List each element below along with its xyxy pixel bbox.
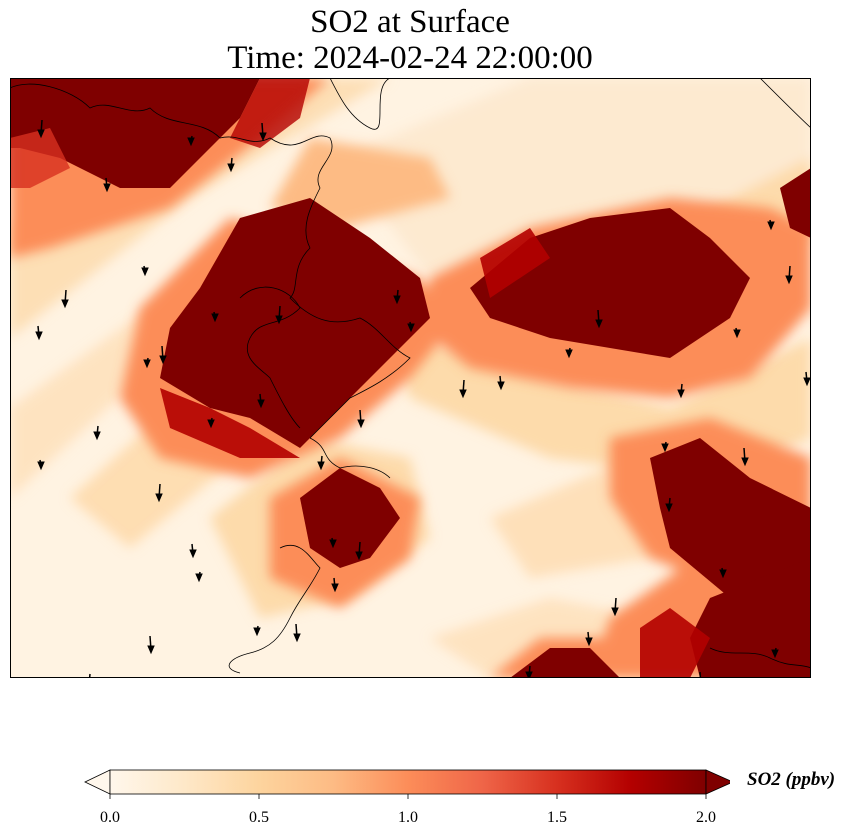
wind-arrow-head xyxy=(565,349,573,359)
colorbar-tick-label: 2.0 xyxy=(696,809,716,826)
wind-arrow-head xyxy=(37,129,45,139)
wind-arrow-head xyxy=(141,267,149,277)
wind-arrow-head xyxy=(677,389,685,399)
wind-arrow-head xyxy=(35,331,43,341)
colorbar-extend-low xyxy=(84,769,111,795)
colorbar-tick-label: 1.0 xyxy=(398,809,418,826)
wind-arrow-head xyxy=(195,573,203,583)
wind-arrow-head xyxy=(187,137,195,147)
wind-arrow-head xyxy=(719,569,727,579)
wind-arrow-head xyxy=(785,275,793,285)
wind-arrow-head xyxy=(259,132,267,142)
wind-arrow-head xyxy=(331,583,339,593)
wind-arrow-head xyxy=(207,419,215,429)
wind-arrow-head xyxy=(329,539,337,549)
colorbar-label: SO2 (ppbv) xyxy=(747,769,836,790)
wind-arrow-head xyxy=(771,649,779,659)
lower-center-plume xyxy=(300,468,400,568)
wind-arrow-head xyxy=(459,389,467,399)
wind-arrow-head xyxy=(147,645,155,655)
wind-arrow-head xyxy=(189,549,197,559)
wind-arrow-head xyxy=(227,163,235,173)
map-frame xyxy=(10,78,811,678)
wind-arrow-head xyxy=(103,183,111,193)
wind-arrow-head xyxy=(767,221,775,231)
wind-arrow-head xyxy=(393,295,401,305)
wind-arrow-head xyxy=(275,315,283,325)
wind-arrow-head xyxy=(733,329,741,339)
wind-arrow-shaft xyxy=(88,673,91,678)
wind-arrow-head xyxy=(595,319,603,329)
wind-arrow-head xyxy=(525,671,533,678)
wind-arrow-head xyxy=(93,431,101,441)
upper-left-plume xyxy=(10,78,260,188)
coastline xyxy=(10,78,811,674)
high-plumes xyxy=(10,78,811,678)
wind-arrow-head xyxy=(61,299,69,309)
wind-arrow-head xyxy=(211,313,219,323)
colorbar-tick-label: 0.5 xyxy=(249,809,269,826)
wind-arrow-head xyxy=(585,637,593,647)
wind-arrow-head xyxy=(665,503,673,513)
wind-arrow-head xyxy=(155,493,163,503)
wind-arrow-head xyxy=(611,607,619,617)
colorbar-tick-label: 1.5 xyxy=(547,809,567,826)
wind-arrow-head xyxy=(357,419,365,429)
so2-map xyxy=(10,78,811,678)
map-title-line1: SO2 at Surface xyxy=(310,4,510,40)
map-title-line2: Time: 2024-02-24 22:00:00 xyxy=(227,40,593,76)
wind-arrow-head xyxy=(661,443,669,453)
wind-arrow-head xyxy=(407,323,415,333)
wind-arrows xyxy=(35,119,811,678)
central-plume xyxy=(160,198,430,448)
wind-arrow-head xyxy=(293,633,301,643)
colorbar-tick-label: 0.0 xyxy=(100,809,120,826)
wind-arrow-head xyxy=(803,377,811,387)
colorbar-extend-high xyxy=(705,769,730,795)
wind-arrow-head xyxy=(159,355,167,365)
wind-arrow-head xyxy=(355,551,363,561)
wind-arrow-head xyxy=(253,627,261,637)
wind-arrow-shaft xyxy=(699,671,702,678)
wind-arrow-head xyxy=(317,461,325,471)
colorbar-gradient xyxy=(109,769,707,795)
colorbar xyxy=(84,769,730,799)
wind-arrow-head xyxy=(741,457,749,467)
wind-arrow-head xyxy=(143,359,151,369)
wind-arrow-head xyxy=(37,461,45,471)
wind-arrow-head xyxy=(497,381,505,391)
wind-arrow-head xyxy=(257,399,265,409)
